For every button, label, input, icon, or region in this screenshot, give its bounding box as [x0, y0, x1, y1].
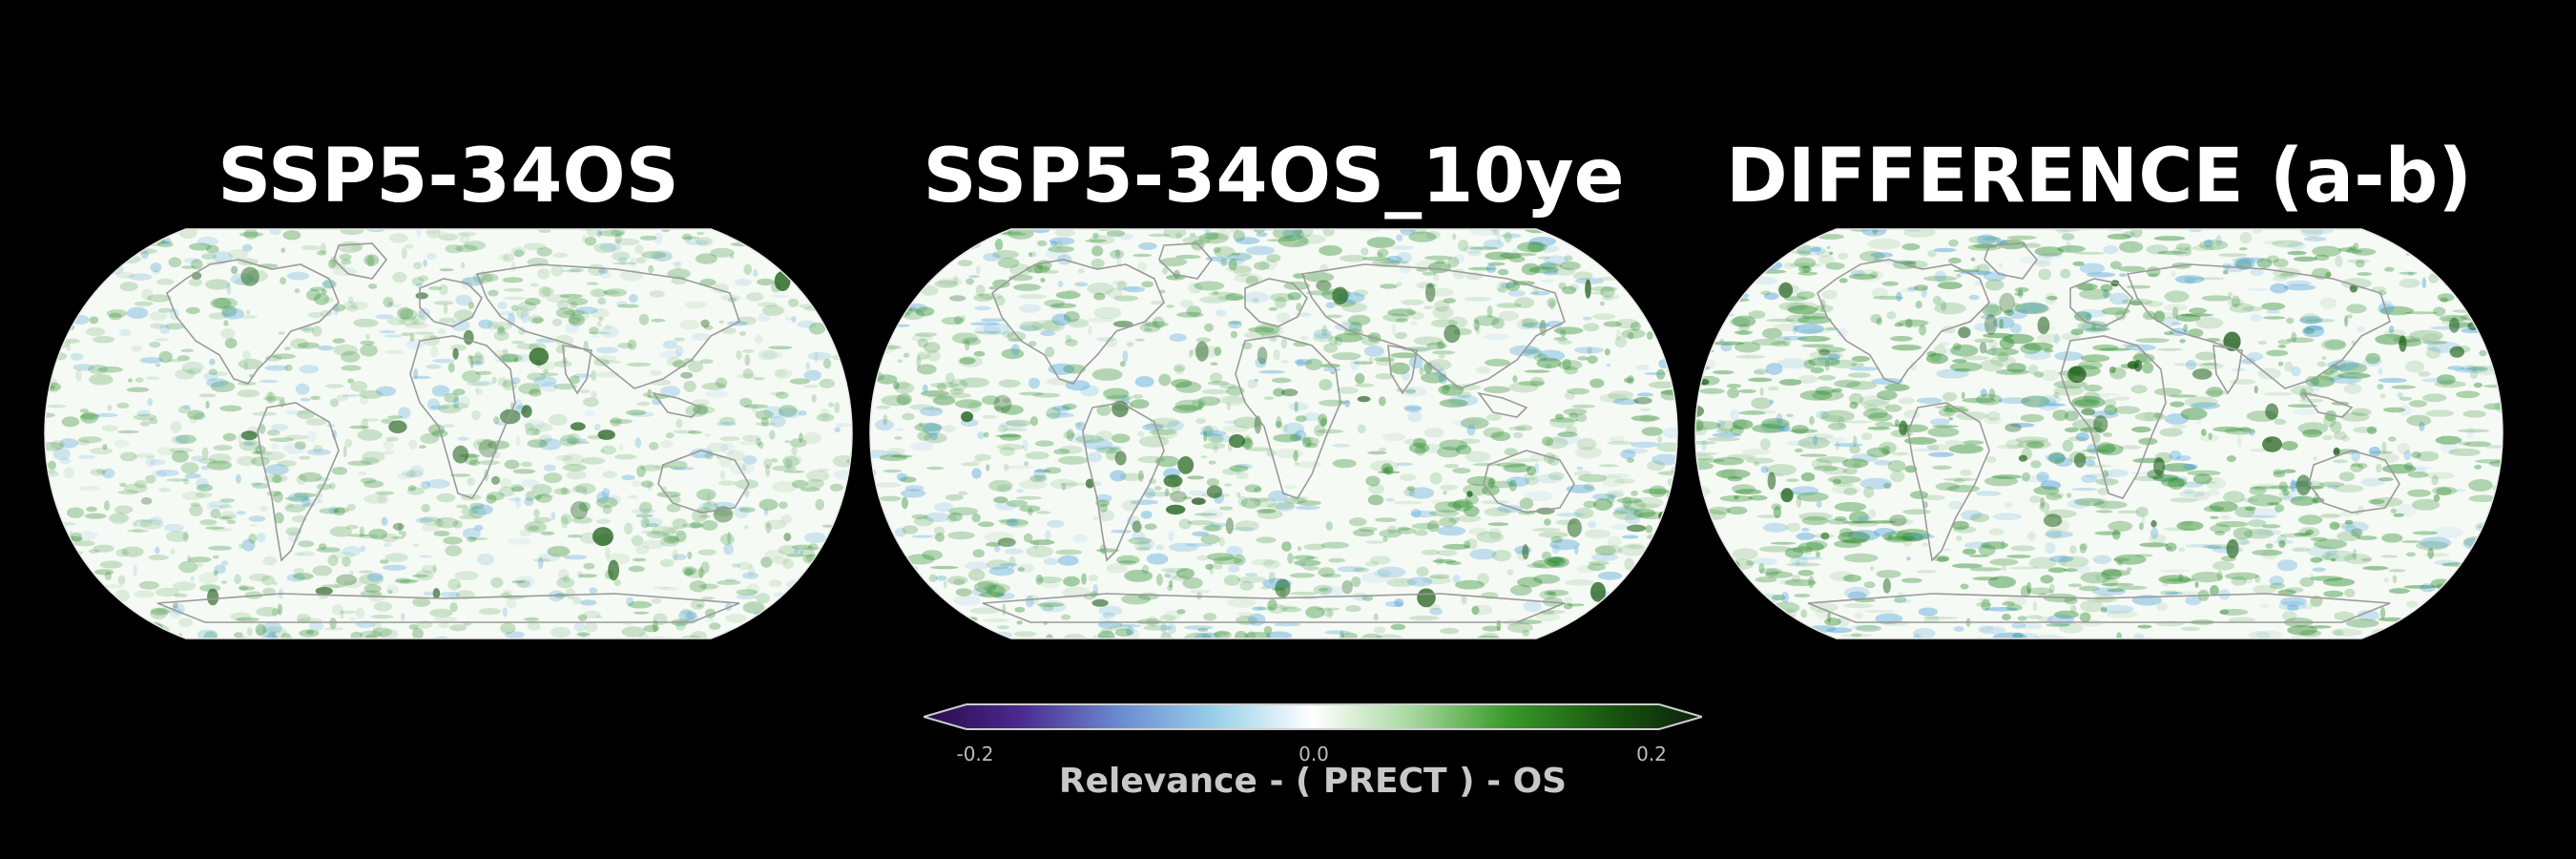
- coastline: [2126, 263, 2391, 389]
- coastline: [2302, 391, 2354, 418]
- coastline: [982, 593, 1566, 623]
- coastline: [2308, 450, 2400, 513]
- map-outline: [1694, 228, 2503, 639]
- colorbar-bar: [920, 703, 1706, 730]
- coastline: [1477, 391, 1528, 418]
- coastline: [156, 593, 740, 623]
- coastline: [1907, 402, 1990, 562]
- coastline: [1984, 242, 2039, 280]
- map-background: [870, 229, 1677, 639]
- coastline: [409, 335, 516, 499]
- map-background: [45, 229, 852, 639]
- coastline: [1387, 345, 1418, 395]
- map-outline: [44, 228, 853, 639]
- panel-title-2: SSP5-34OS_10ye: [923, 134, 1625, 220]
- panel-title-3: DIFFERENCE (a-b): [1725, 134, 2473, 220]
- coastline: [2060, 335, 2167, 499]
- coastline: [1807, 593, 2391, 623]
- panel-title-1: SSP5-34OS: [218, 134, 679, 220]
- coastline: [166, 259, 340, 385]
- map-panel-3: [1693, 226, 2504, 641]
- colorbar: [920, 702, 1706, 731]
- colorbar-tick-min: -0.2: [956, 743, 994, 765]
- map-panel-2: [868, 226, 1679, 641]
- coastline: [1300, 263, 1566, 389]
- coastline: [652, 391, 703, 418]
- coastline: [333, 242, 388, 280]
- coastline: [991, 259, 1165, 385]
- coastline: [657, 450, 750, 513]
- map-outline: [869, 228, 1678, 639]
- coastline: [1082, 402, 1165, 562]
- map-background: [1695, 229, 2503, 639]
- coastline: [1235, 335, 1341, 499]
- coastline: [1483, 450, 1575, 513]
- coastline: [1817, 259, 1990, 385]
- coastline: [2212, 345, 2243, 395]
- coastline: [257, 402, 340, 562]
- map-field: [45, 229, 852, 639]
- map-field: [1695, 229, 2503, 639]
- coastline: [2069, 278, 2133, 327]
- coastline: [419, 278, 483, 327]
- map-panel-1: [43, 226, 854, 641]
- coastline: [1244, 278, 1308, 327]
- colorbar-tick-max: 0.2: [1636, 743, 1667, 765]
- map-field: [870, 229, 1677, 639]
- coastline: [475, 263, 740, 389]
- coastline: [562, 345, 592, 395]
- coastline: [1158, 242, 1214, 280]
- colorbar-tick-mid: 0.0: [1298, 743, 1329, 765]
- colorbar-label: Relevance - ( PRECT ) - OS: [1058, 762, 1568, 801]
